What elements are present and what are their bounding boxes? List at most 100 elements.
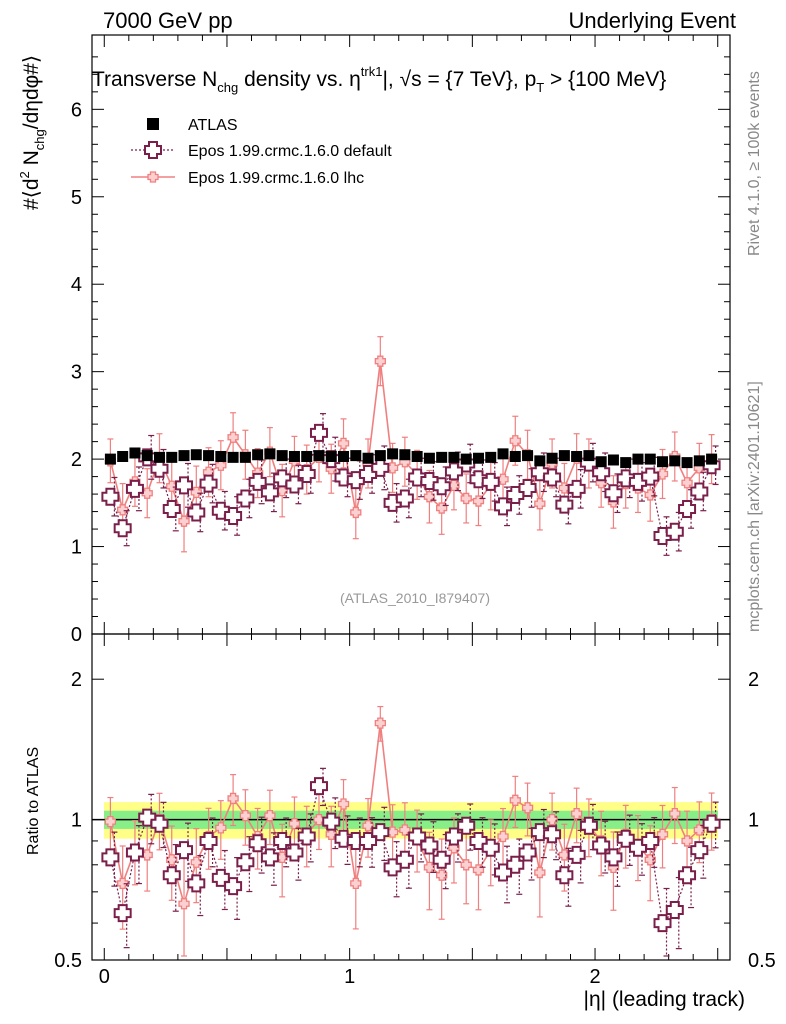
lhc-ratio-point [178,898,190,910]
atlas-point [436,451,448,463]
default-ratio-point [444,827,463,846]
atlas-point [497,448,509,460]
ratio-series-epos-default [101,767,721,957]
default-point [125,479,144,498]
lhc-ratio-point [497,830,509,843]
atlas-point [338,450,350,462]
atlas-point [522,450,534,462]
default-ratio-point [395,850,414,869]
lhc-ratio-point [558,849,571,861]
lhc-point [117,504,129,516]
atlas-point [264,448,276,460]
y-tick-label: 5 [71,187,82,209]
lhc-point [681,477,693,489]
default-point [224,506,243,525]
lhc-ratio-point [534,866,546,879]
default-ratio-point [567,845,586,864]
lhc-point [460,492,472,505]
lhc-ratio-point [215,822,227,834]
default-ratio-point [555,866,574,885]
lhc-ratio-point [264,809,276,822]
ylabel-part-b: N [20,150,43,171]
lhc-ratio-point [166,854,178,866]
x-tick-label: 2 [589,966,600,988]
default-ratio-point [285,843,304,862]
lhc-ratio-point [104,815,117,828]
default-ratio-point [506,855,525,874]
ratio-y-tick-label: 1 [71,810,82,832]
lhc-point [215,459,227,471]
atlas-point [607,454,619,466]
atlas-point [546,452,558,464]
default-ratio-point [481,838,500,857]
lhc-point [656,468,669,480]
atlas-point [190,449,202,461]
title-part-a: Transverse N [92,68,217,91]
title-part-d: > {100 MeV} [544,68,666,91]
default-ratio-point [297,827,316,846]
ratio-y-tick-label: 0.5 [54,950,82,972]
atlas-point [117,450,129,462]
atlas-point [350,450,362,462]
default-point [150,459,169,478]
atlas-point [509,450,521,462]
lhc-ratio-point [521,802,534,814]
default-ratio-point [690,841,709,860]
atlas-point [203,450,215,462]
atlas-point [583,450,595,462]
x-tick-label: 1 [344,966,355,988]
ratio-y-tick-label-right: 1 [748,810,759,832]
atlas-point [252,449,264,461]
y-tick-label: 2 [71,449,82,471]
atlas-point [460,453,472,465]
lhc-point [497,473,509,485]
default-ratio-point [199,831,218,850]
atlas-point [411,450,423,462]
mcplots-source-label: mcplots.cern.ch [arXiv:2401.10621] [746,381,763,632]
default-ratio-point [224,877,243,896]
lhc-ratio-point [644,854,656,866]
title-part-b-sup: trk1 [361,64,383,79]
legend-label: ATLAS [188,117,238,134]
atlas-point [141,450,153,462]
default-ratio-point [101,848,120,867]
atlas-point [153,451,165,463]
default-ratio-point [518,843,537,862]
lhc-point [534,498,546,510]
lhc-ratio-point [436,869,448,881]
atlas-point [681,457,693,469]
atlas-point [301,450,313,462]
default-point [371,458,390,477]
default-point [641,467,660,486]
atlas-point [558,450,570,462]
analysis-id-watermark: (ATLAS_2010_I879407) [340,590,490,606]
atlas-point [362,452,374,464]
default-ratio-point [604,848,623,867]
plot-frames [91,34,731,961]
title-part-a-sub: chg [217,80,238,95]
atlas-point [485,451,497,463]
lhc-point [350,506,362,519]
lhc-ratio-point [325,828,337,840]
rivet-version-label: Rivet 4.1.0, ≥ 100k events [746,71,763,256]
atlas-point [104,453,116,465]
ylabel-part-a: #⟨d [20,178,43,210]
x-axis-label: |η| (leading track) [584,988,745,1011]
default-ratio-point [125,843,144,862]
series-epos-default [101,413,721,556]
default-ratio-point [175,841,194,860]
lhc-ratio-point [350,877,362,889]
default-point [175,476,194,495]
default-point [678,499,697,518]
default-point [187,503,206,522]
default-ratio-point [432,850,451,869]
legend-marker-atlas [147,118,159,130]
atlas-point [239,451,251,463]
lhc-ratio-point [374,717,386,729]
legend-label: Epos 1.99.crmc.1.6.0 lhc [188,170,364,187]
default-point [199,474,218,493]
default-ratio-point [702,814,721,833]
default-ratio-point [420,836,439,855]
default-ratio-point [371,823,390,842]
atlas-point [448,451,460,463]
